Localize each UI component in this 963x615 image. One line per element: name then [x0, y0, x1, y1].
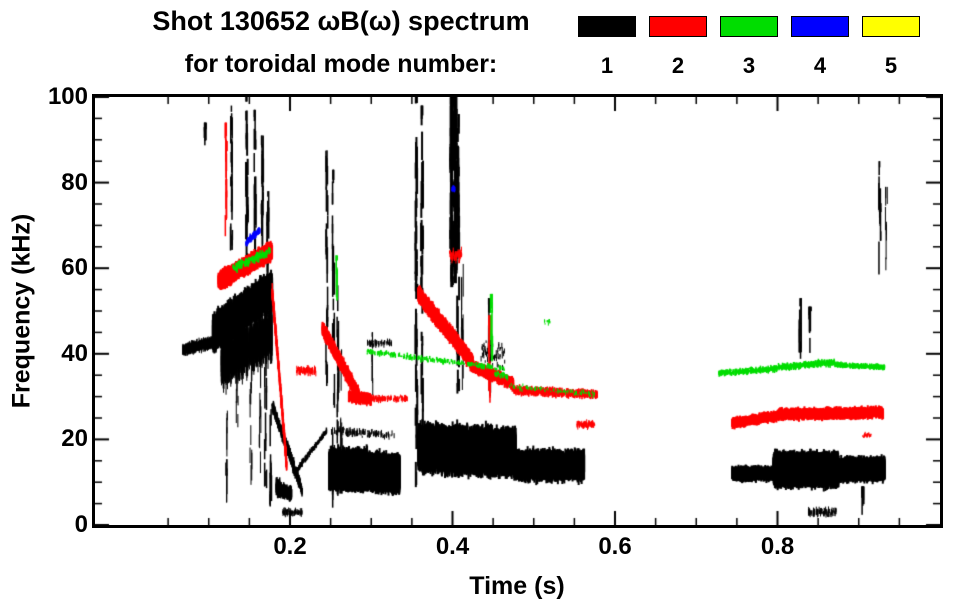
legend-entry-n1: 1: [578, 16, 636, 79]
legend-swatch-n4: [791, 16, 849, 37]
y-axis-title: Frequency (kHz): [7, 213, 36, 409]
legend-entry-n4: 4: [791, 16, 849, 79]
mode-legend: 1 2 3 4 5: [578, 16, 920, 79]
plot-frame: [92, 94, 943, 528]
legend-entry-n3: 3: [720, 16, 778, 79]
legend-label-n1: 1: [600, 53, 614, 78]
legend-label-n3: 3: [742, 53, 756, 78]
legend-entry-n5: 5: [862, 16, 920, 79]
legend-swatch-n3: [720, 16, 778, 37]
x-tick-label: 0.8: [760, 533, 795, 560]
legend-label-n2: 2: [671, 53, 685, 78]
x-axis-title: Time (s): [469, 572, 565, 600]
x-tick-label: 0.6: [598, 533, 632, 560]
y-tick-label: 60: [61, 254, 88, 282]
spectrogram-canvas: [95, 97, 940, 525]
legend-label-n4: 4: [813, 53, 827, 78]
x-tick-label: 0.2: [273, 533, 307, 560]
legend-swatch-n5: [862, 16, 920, 37]
legend-entry-n2: 2: [649, 16, 707, 79]
y-tick-label: 40: [61, 339, 88, 367]
figure-subtitle: for toroidal mode number:: [184, 50, 498, 78]
legend-swatch-n2: [649, 16, 707, 37]
y-tick-label: 0: [74, 511, 88, 538]
y-tick-label: 100: [47, 83, 88, 110]
y-tick-label: 80: [61, 168, 88, 196]
y-tick-label: 20: [61, 425, 88, 453]
legend-label-n5: 5: [884, 53, 898, 78]
x-tick-label: 0.4: [435, 533, 470, 560]
legend-swatch-n1: [578, 16, 636, 37]
figure-title: Shot 130652 ωB(ω) spectrum: [152, 6, 530, 36]
